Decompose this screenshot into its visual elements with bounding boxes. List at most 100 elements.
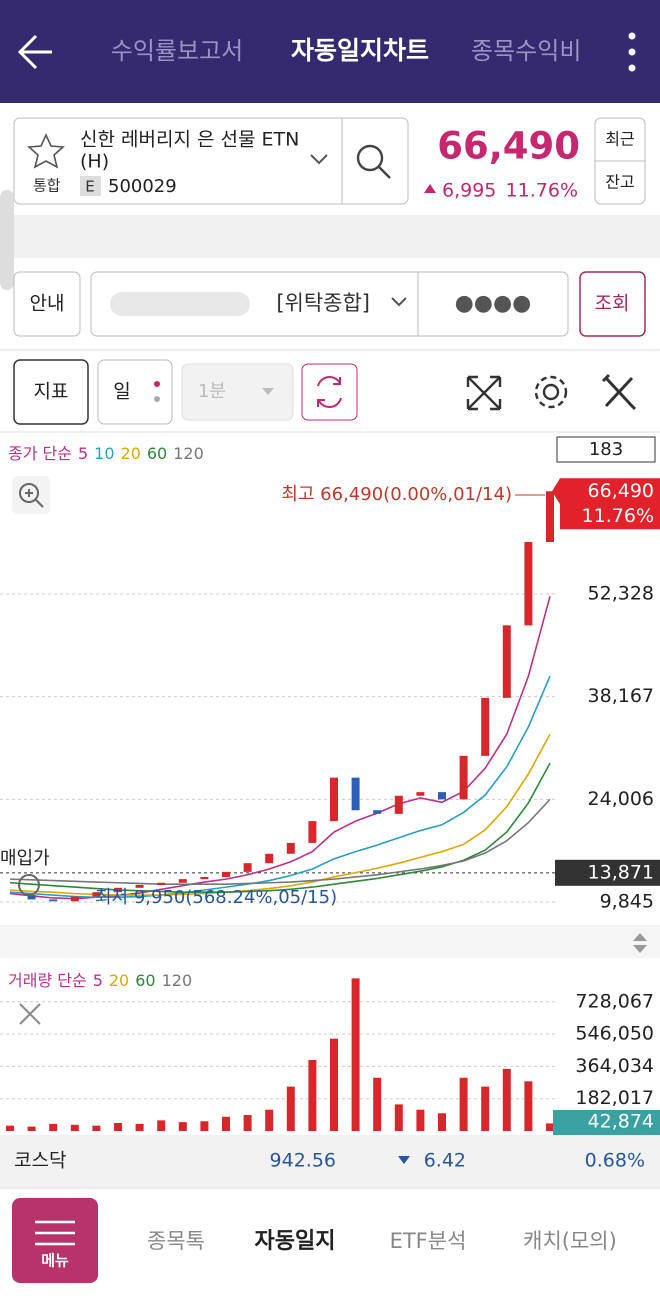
candle — [70, 896, 79, 902]
stock-name: (H) — [80, 151, 109, 173]
query-button[interactable] — [579, 271, 646, 337]
candle — [243, 863, 252, 872]
market-change-pct: 0.68% — [585, 1150, 645, 1172]
candle — [438, 792, 446, 800]
masked-account — [110, 292, 250, 316]
volume-bar — [416, 1109, 425, 1131]
legend-entry: 120 — [173, 444, 204, 463]
stock-name: 신한 레버리지 은 선물 ETN — [80, 129, 299, 151]
volume-bar — [459, 1077, 468, 1131]
candle — [178, 879, 187, 883]
price-chart: 9,845 24,006 38,167 52,328 종가 단순 5 10 20 60 120 매입… — [0, 436, 660, 952]
stock-box[interactable] — [13, 117, 409, 205]
market-tag: 통합 — [33, 177, 61, 195]
zoom-button[interactable] — [12, 476, 50, 514]
password[interactable]: ●●●● — [455, 291, 532, 316]
search-button[interactable] — [356, 144, 391, 179]
back-button[interactable] — [17, 34, 52, 70]
candle — [481, 697, 490, 756]
close-button[interactable] — [19, 1003, 41, 1025]
account-type: [위탁종합] — [276, 291, 370, 315]
market-bar — [0, 1135, 660, 1188]
ma-line — [9, 733, 551, 896]
candle — [524, 542, 533, 626]
period-button[interactable] — [97, 359, 173, 425]
legend-entry: 5 — [93, 971, 103, 990]
candle — [459, 755, 468, 800]
legend-entry: 10 — [94, 444, 114, 463]
menu-label: 메뉴 — [41, 1252, 69, 1270]
refresh-icon — [317, 376, 342, 408]
nav-item-active[interactable]: 자동일지 — [255, 1229, 336, 1254]
nav-item[interactable]: ETF분석 — [390, 1229, 467, 1253]
candle — [265, 853, 274, 864]
price-change-pct: 11.76% — [506, 180, 578, 202]
tab[interactable]: 종목수익비 — [471, 37, 581, 65]
refresh-button[interactable] — [301, 363, 358, 421]
indicator-button[interactable] — [13, 359, 89, 425]
tab[interactable]: 수익률보고서 — [111, 37, 243, 65]
volume-bar — [178, 1122, 187, 1131]
account-select[interactable] — [90, 271, 569, 337]
query-label: 조회 — [595, 293, 630, 315]
favorite-star[interactable] — [27, 133, 65, 169]
volume-bar — [222, 1116, 230, 1131]
volume-bar — [351, 978, 360, 1131]
zoom-out-button[interactable] — [18, 874, 40, 896]
legend-entry: 120 — [162, 971, 193, 990]
volume-bar — [265, 1109, 274, 1131]
fullscreen-button[interactable] — [466, 375, 502, 411]
candle — [416, 792, 425, 796]
y-tick-label: 364,034 — [575, 1055, 654, 1077]
purchase-name: 매입가 — [0, 848, 50, 869]
up-arrow — [424, 184, 436, 193]
volume-bar — [308, 1059, 317, 1131]
menu-icon — [35, 1220, 75, 1246]
current-box — [553, 1110, 660, 1135]
more-button[interactable] — [628, 32, 636, 72]
balance-button[interactable]: 잔고 — [605, 173, 634, 192]
ma-line — [9, 798, 551, 886]
legend-entry: 60 — [135, 971, 155, 990]
current-label: 66,490 — [588, 480, 654, 502]
nav-item[interactable]: 캐치(모의) — [523, 1229, 617, 1253]
current-box — [552, 478, 660, 530]
volume-bar — [27, 1126, 36, 1131]
legend-prefix: 종가 단순 — [8, 444, 72, 463]
nav-item[interactable]: 종목톡 — [147, 1229, 205, 1253]
dropdown-arrow[interactable] — [310, 154, 328, 165]
candle — [308, 821, 317, 843]
recent-button[interactable]: 최근 — [605, 130, 634, 149]
count-label: 183 — [589, 439, 623, 460]
high-label: 최고 66,490(0.00%,01/14) — [281, 484, 512, 505]
volume-bar — [373, 1077, 382, 1131]
ma-line — [9, 596, 551, 900]
tab-active[interactable]: 자동일지차트 — [291, 36, 429, 65]
axis-toggle[interactable] — [633, 933, 647, 953]
tools-button[interactable] — [601, 373, 637, 411]
market-value: 942.56 — [270, 1150, 336, 1172]
legend-entry: 60 — [147, 444, 167, 463]
tab-fade — [596, 0, 660, 103]
volume-bar — [49, 1123, 58, 1131]
price-change: 6,995 — [442, 180, 496, 202]
candle — [373, 810, 382, 814]
ma-line — [9, 675, 551, 899]
menu-button[interactable] — [12, 1198, 98, 1283]
volume-bar — [157, 1120, 166, 1131]
zoom-icon — [19, 483, 39, 503]
candle — [222, 871, 230, 877]
purchase-label: 13,871 — [588, 861, 654, 883]
candle — [157, 882, 166, 885]
y-tick-label: 38,167 — [588, 685, 654, 707]
settings-button[interactable] — [534, 375, 568, 409]
guide-button[interactable] — [13, 271, 81, 337]
guide-label: 안내 — [30, 293, 65, 315]
y-tick-label: 546,050 — [575, 1023, 654, 1045]
interval-label: 1분 — [198, 381, 226, 402]
volume-bar — [330, 1038, 338, 1131]
spacer-band — [0, 215, 660, 258]
volume-chart: 182,017 364,034 546,050 728,067 거래량 단순 5 20 60 1… — [0, 971, 660, 1135]
y-tick-label: 182,017 — [575, 1087, 654, 1109]
